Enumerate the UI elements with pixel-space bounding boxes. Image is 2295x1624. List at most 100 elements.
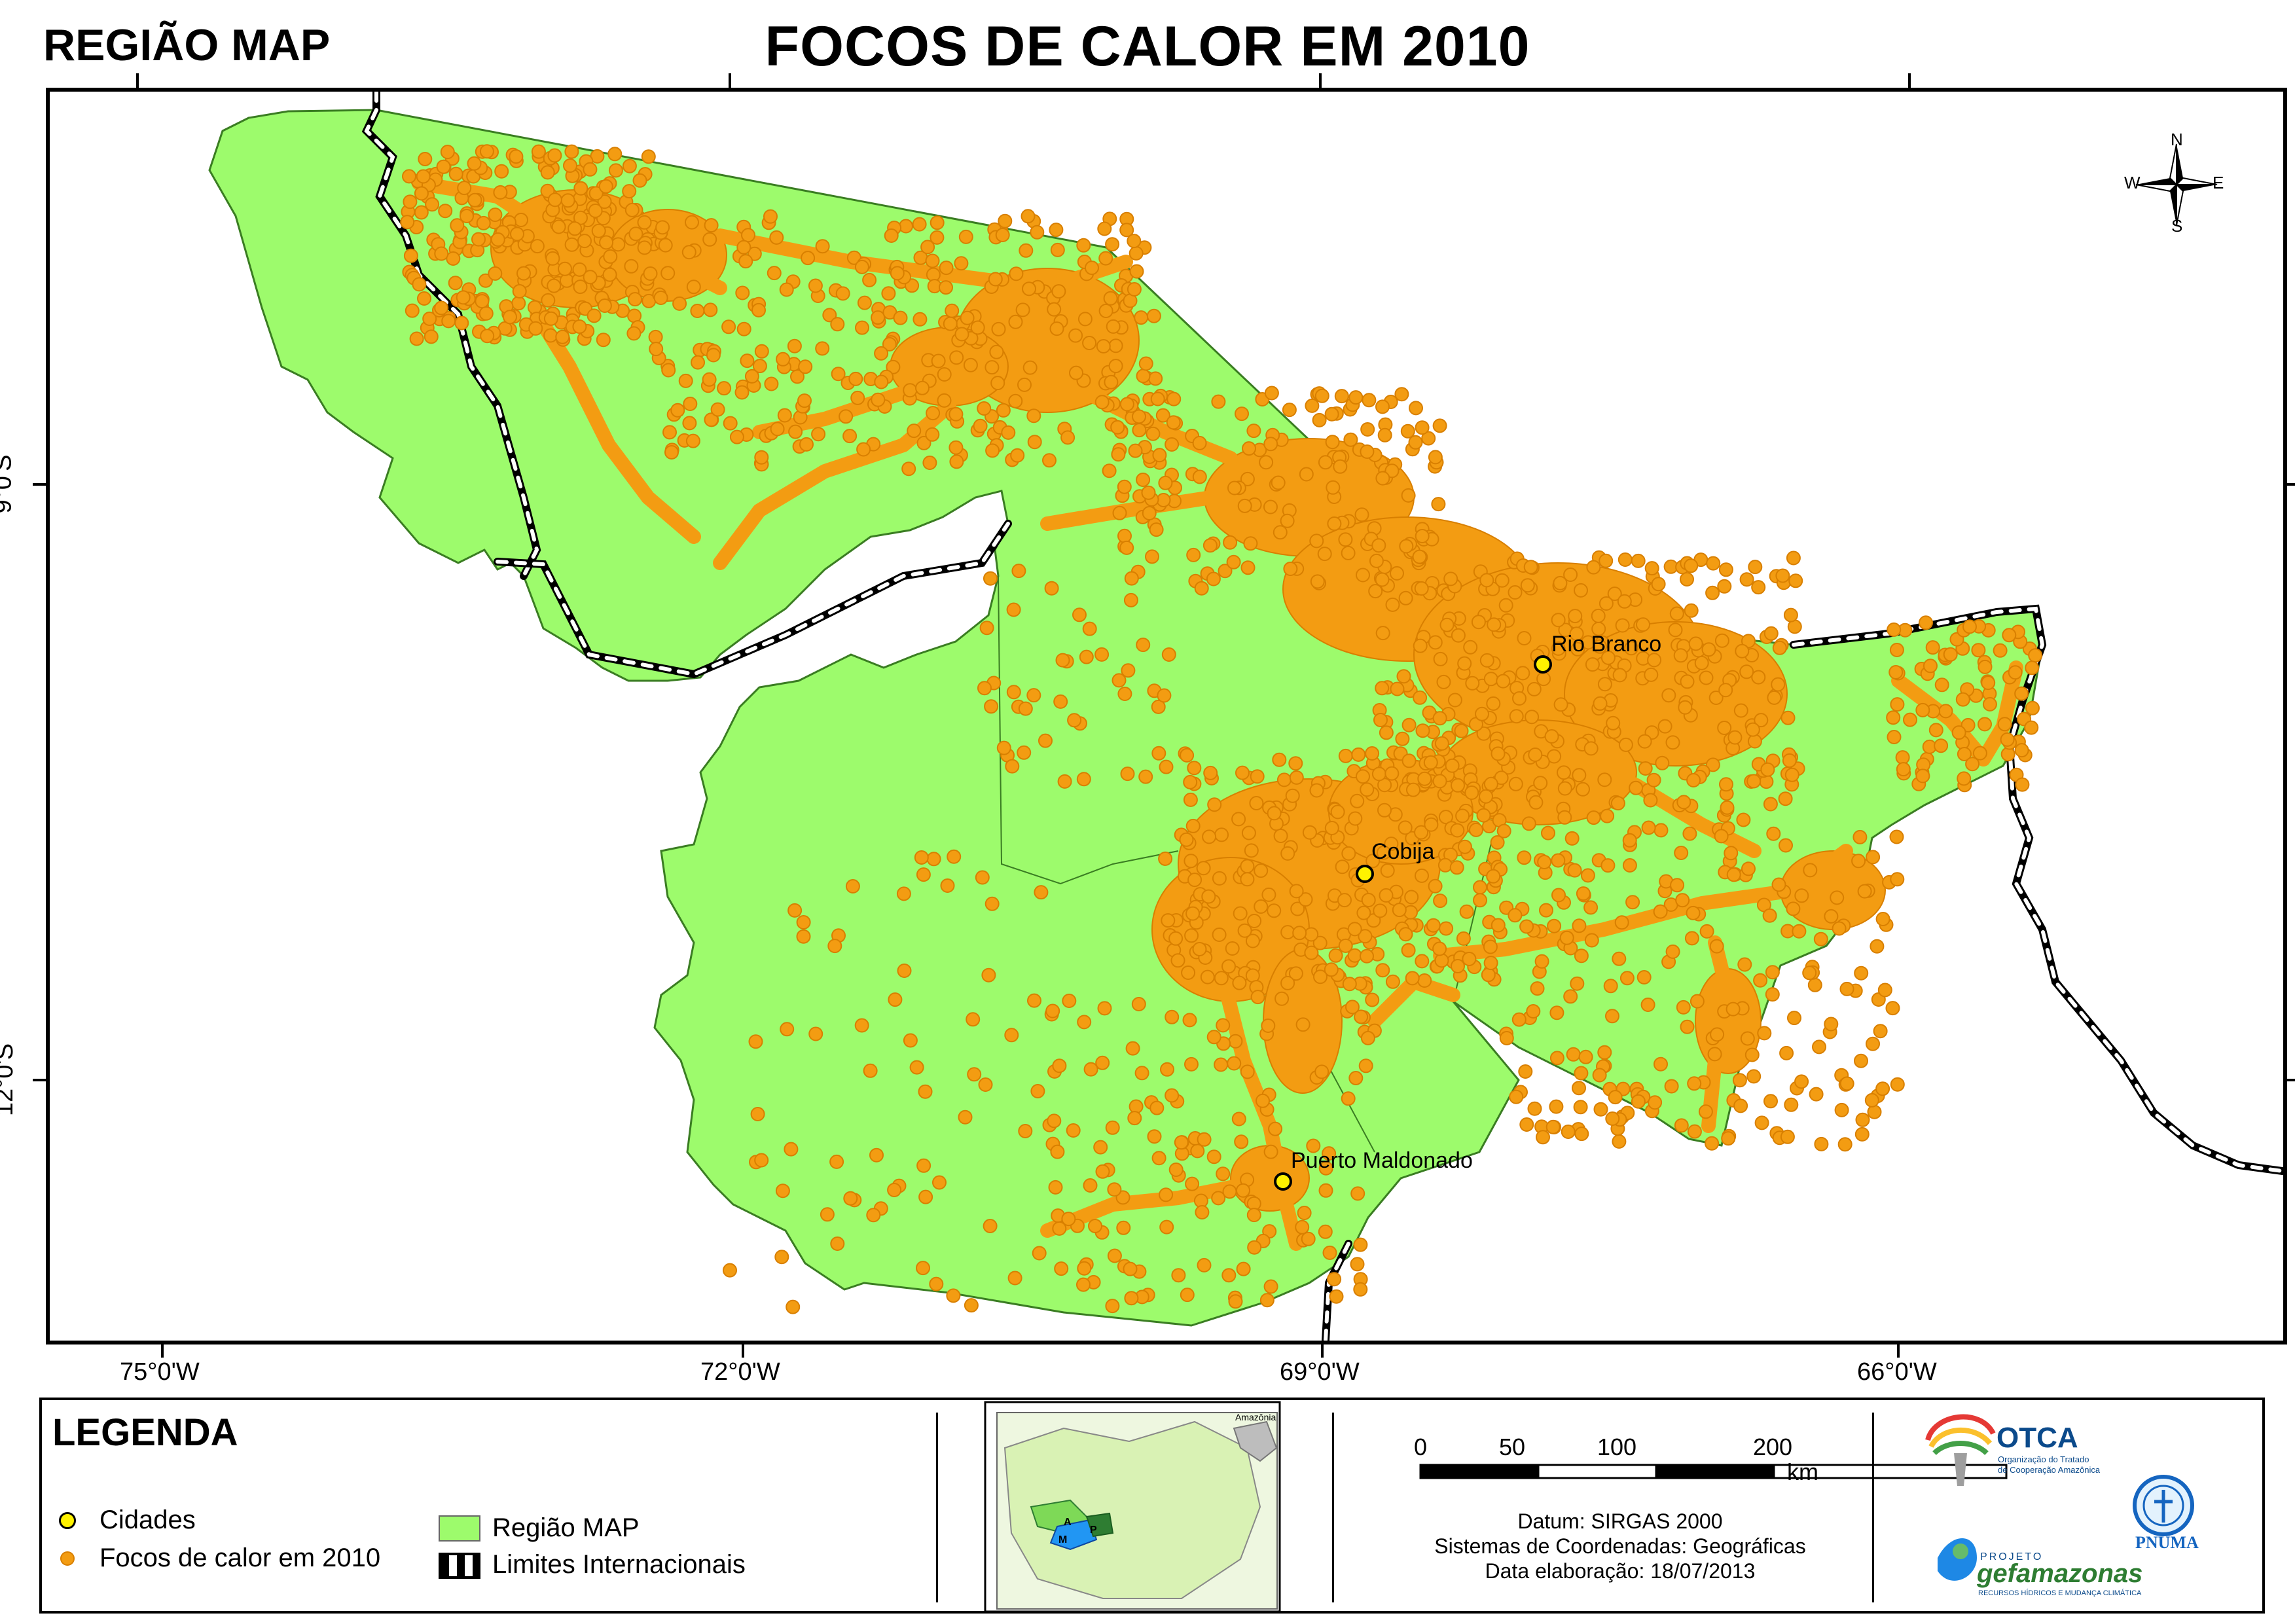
hotspot-point: [1299, 467, 1314, 482]
hotspot-point: [890, 266, 905, 281]
hotspot-point: [400, 215, 415, 230]
hotspot-point: [1775, 568, 1790, 583]
hotspot-point: [1076, 1277, 1091, 1292]
hotspot-point: [1541, 825, 1555, 840]
lat-label-12s: 12°0'S: [0, 1043, 19, 1117]
hotspot-point: [1412, 549, 1427, 564]
hotspot-point: [1653, 1056, 1668, 1072]
hotspot-point: [1015, 302, 1030, 317]
hotspot-point: [1049, 223, 1064, 238]
hotspot-point: [682, 416, 697, 431]
hotspot-point: [1312, 935, 1328, 950]
hotspot-point: [1151, 699, 1166, 714]
hotspot-point: [1187, 761, 1202, 776]
hotspot-point: [441, 314, 456, 329]
hotspot-point: [1434, 736, 1449, 751]
hotspot-point: [1049, 321, 1064, 336]
hotspot-point: [1508, 585, 1523, 600]
hotspot-point: [1767, 690, 1782, 705]
hotspot-point: [926, 852, 941, 867]
hotspot-point: [1027, 435, 1042, 450]
hotspot-point: [1280, 975, 1295, 990]
hotspot-point: [958, 229, 973, 244]
hotspot-point: [1327, 1272, 1342, 1287]
hotspot-point: [1061, 1212, 1076, 1227]
hotspot-point: [1686, 905, 1701, 920]
hotspot-point: [1612, 1134, 1627, 1149]
hotspot-point: [1314, 1064, 1329, 1079]
hotspot-point: [1206, 571, 1221, 586]
hotspot-point: [1106, 319, 1121, 334]
hotspot-point: [454, 316, 469, 331]
legend-cities-symbol: [59, 1512, 76, 1529]
hotspot-point: [845, 879, 860, 893]
hotspot-point: [1647, 653, 1662, 668]
hotspot-point: [1202, 829, 1217, 844]
hotspot-point: [1600, 650, 1616, 665]
hotspot-point: [1120, 767, 1135, 782]
hotspot-point: [776, 352, 791, 367]
hotspot-point: [1221, 1268, 1237, 1283]
city-label-cobija: Cobija: [1371, 839, 1435, 864]
hotspot-point: [988, 272, 1003, 287]
hotspot-point: [1890, 1077, 1905, 1092]
hotspot-point: [1919, 615, 1933, 630]
hotspot-point: [1379, 725, 1394, 740]
hotspot-point: [1568, 609, 1583, 624]
hotspot-point: [1202, 538, 1218, 553]
hotspot-point: [839, 409, 854, 424]
hotspot-point: [964, 1298, 979, 1313]
hotspot-point: [1519, 919, 1534, 934]
hotspot-point: [909, 1060, 924, 1075]
hotspot-point: [1678, 700, 1693, 715]
hotspot-point: [1726, 1001, 1741, 1017]
hotspot-point: [1599, 553, 1614, 568]
hotspot-point: [1636, 970, 1652, 984]
hotspot-point: [787, 338, 802, 353]
hotspot-point: [990, 376, 1005, 391]
hotspot-point: [763, 209, 778, 224]
hotspot-point: [1534, 954, 1549, 969]
hotspot-point: [1519, 1117, 1534, 1132]
hotspot-point: [1026, 408, 1041, 424]
hotspot-point: [1377, 803, 1392, 818]
hotspot-point: [1185, 906, 1201, 921]
hotspot-point: [1335, 859, 1350, 875]
hotspot-point: [1231, 1111, 1246, 1127]
hotspot-point: [1787, 1011, 1801, 1026]
hotspot-point: [1895, 750, 1910, 765]
hotspot-point: [1268, 1121, 1283, 1136]
hotspot-point: [775, 1183, 790, 1199]
hotspot-point: [1401, 943, 1416, 958]
hotspot-point: [998, 213, 1013, 228]
hotspot-point: [1405, 971, 1420, 986]
hotspot-point: [1111, 673, 1127, 688]
hotspot-point: [1870, 939, 1885, 954]
hotspot-point: [1054, 1261, 1069, 1276]
hotspot-point: [1971, 643, 1986, 658]
hotspot-point: [1566, 1047, 1581, 1062]
hotspot-point: [1124, 1291, 1139, 1306]
compass-rose-icon: [2135, 143, 2218, 226]
hotspot-point: [402, 169, 416, 184]
hotspot-point: [1428, 450, 1443, 465]
hotspot-point: [1617, 552, 1633, 567]
hotspot-point: [510, 226, 524, 242]
hotspot-point: [887, 1183, 902, 1197]
hotspot-point: [1451, 628, 1466, 643]
hotspot-point: [555, 329, 570, 344]
hotspot-point: [1273, 829, 1288, 843]
hotspot-point: [1710, 1027, 1725, 1042]
hotspot-point: [1686, 773, 1701, 787]
hotspot-point: [717, 381, 732, 396]
hotspot-point: [1766, 826, 1781, 841]
hotspot-point: [1196, 861, 1211, 876]
hotspot-point: [2002, 628, 2017, 643]
hotspot-point: [750, 1107, 765, 1121]
hotspot-point: [1309, 783, 1324, 798]
hotspot-point: [1361, 893, 1376, 907]
hotspot-point: [1607, 586, 1622, 602]
hotspot-point: [1119, 223, 1134, 238]
hotspot-point: [1373, 903, 1388, 918]
hotspot-point: [1854, 1127, 1870, 1142]
